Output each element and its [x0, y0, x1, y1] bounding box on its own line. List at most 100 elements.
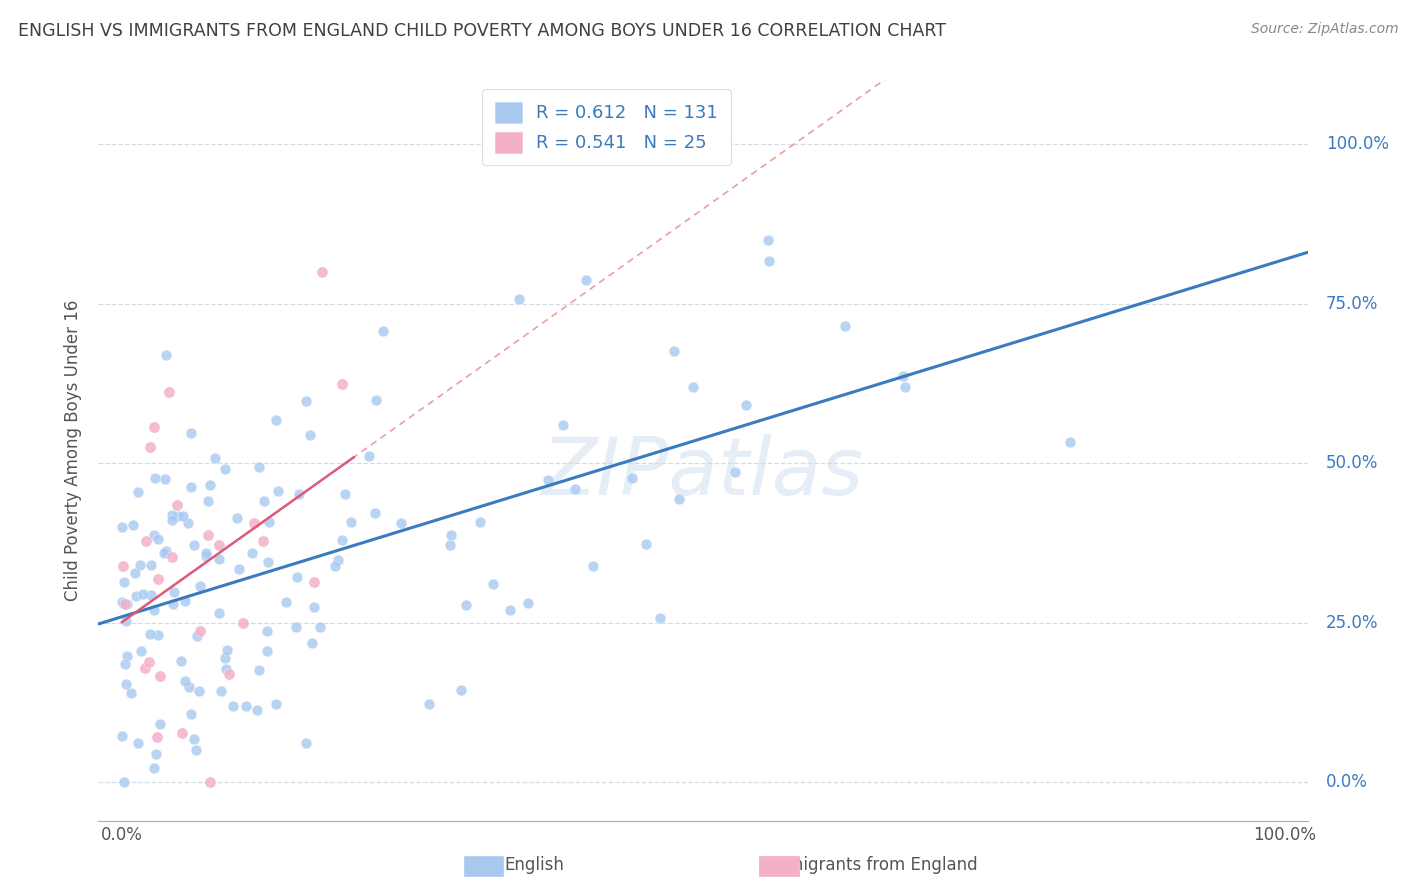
Point	[247, 664, 270, 678]
Point	[157, 385, 180, 400]
Text: Immigrants from England: Immigrants from England	[766, 856, 977, 874]
Point	[197, 494, 219, 508]
Point	[145, 731, 167, 745]
Text: 75.0%: 75.0%	[1326, 294, 1378, 313]
Point	[183, 538, 205, 552]
Point	[183, 731, 205, 746]
Text: 0.0%: 0.0%	[1326, 773, 1368, 791]
Point	[160, 549, 183, 564]
Point	[536, 473, 558, 487]
Point	[232, 615, 254, 630]
Point	[209, 684, 232, 698]
Point	[456, 598, 478, 612]
Text: 25.0%: 25.0%	[1326, 614, 1378, 632]
Point	[551, 417, 574, 432]
Point	[340, 516, 363, 530]
Point	[214, 462, 236, 476]
Point	[287, 486, 309, 500]
Point	[575, 273, 598, 287]
Point	[252, 534, 274, 549]
Point	[516, 596, 538, 610]
Point	[179, 680, 201, 694]
Point	[135, 533, 157, 548]
Point	[180, 426, 202, 441]
Point	[124, 589, 146, 603]
Point	[648, 611, 671, 625]
Point	[222, 698, 245, 713]
Point	[186, 629, 208, 643]
Point	[285, 620, 308, 634]
Point	[364, 506, 387, 520]
Text: 100.0%: 100.0%	[1326, 135, 1389, 153]
Point	[834, 319, 856, 334]
Point	[162, 597, 184, 611]
Point	[208, 552, 231, 566]
Point	[208, 606, 231, 620]
Point	[357, 450, 380, 464]
Point	[115, 648, 138, 663]
Point	[252, 493, 274, 508]
Point	[142, 761, 165, 775]
Point	[111, 729, 134, 743]
Y-axis label: Child Poverty Among Boys Under 16: Child Poverty Among Boys Under 16	[65, 300, 83, 601]
Point	[235, 698, 257, 713]
Point	[214, 651, 236, 665]
Point	[311, 265, 333, 279]
Point	[167, 509, 190, 524]
Point	[332, 377, 354, 392]
Point	[177, 516, 200, 531]
Point	[172, 508, 194, 523]
Point	[170, 654, 193, 668]
Point	[111, 520, 134, 534]
Text: ENGLISH VS IMMIGRANTS FROM ENGLAND CHILD POVERTY AMONG BOYS UNDER 16 CORRELATION: ENGLISH VS IMMIGRANTS FROM ENGLAND CHILD…	[18, 22, 946, 40]
Point	[198, 775, 221, 789]
Point	[439, 539, 461, 553]
Point	[450, 683, 472, 698]
Point	[132, 587, 155, 601]
Point	[259, 515, 281, 529]
Point	[174, 674, 197, 689]
Point	[418, 697, 440, 711]
Point	[160, 508, 183, 522]
Point	[301, 636, 323, 650]
Point	[323, 559, 346, 574]
Point	[758, 254, 780, 268]
Point	[198, 478, 221, 492]
Point	[138, 440, 160, 454]
Point	[298, 428, 321, 442]
Point	[124, 566, 146, 580]
Point	[173, 594, 195, 608]
Point	[499, 602, 522, 616]
Point	[440, 528, 463, 542]
Point	[309, 620, 332, 634]
Point	[166, 498, 188, 512]
Point	[146, 532, 169, 546]
Point	[188, 624, 211, 638]
Point	[115, 677, 138, 691]
Point	[146, 572, 169, 586]
Point	[215, 662, 238, 676]
Point	[364, 392, 387, 407]
Point	[194, 549, 217, 563]
Point	[114, 615, 136, 629]
Text: ZIPatlas: ZIPatlas	[541, 434, 865, 512]
Point	[163, 585, 186, 599]
Point	[129, 558, 152, 573]
Point	[170, 726, 193, 740]
Point	[302, 575, 325, 590]
Point	[112, 575, 135, 590]
Point	[295, 737, 318, 751]
Point	[112, 775, 135, 789]
Point	[482, 577, 505, 591]
Point	[208, 538, 231, 552]
Point	[204, 451, 226, 466]
Point	[115, 598, 138, 612]
Point	[264, 413, 287, 427]
Point	[194, 546, 217, 560]
Point	[247, 459, 270, 474]
Point	[256, 624, 278, 638]
Point	[226, 511, 249, 525]
Point	[146, 628, 169, 642]
Point	[153, 546, 176, 560]
Point	[145, 747, 167, 761]
